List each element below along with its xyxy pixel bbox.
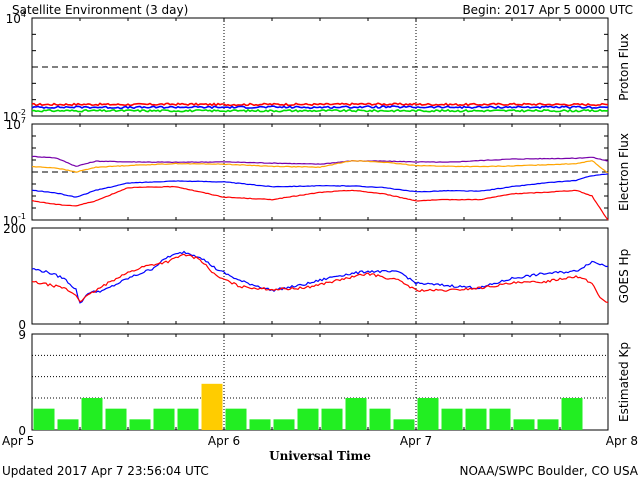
series-line-2 [31, 104, 608, 110]
credit-text: NOAA/SWPC Boulder, CO USA [460, 464, 639, 478]
y-axis-label: Estimated Kp [617, 342, 631, 422]
y-tick-label: 0 [18, 424, 26, 438]
kp-bar [465, 408, 487, 430]
kp-bar [489, 408, 511, 430]
y-tick-label: 104 [6, 10, 26, 26]
kp-bar [441, 408, 463, 430]
y-axis-label: GOES Hp [617, 249, 631, 303]
x-axis-title: Universal Time [269, 449, 371, 463]
x-axis: Apr 5 Apr 6 Apr 7 Apr 8 [2, 434, 638, 448]
y-tick-label: 9 [18, 328, 26, 342]
x-tick-label: Apr 8 [606, 434, 638, 448]
kp-bar [393, 419, 415, 430]
series-line-3 [31, 173, 609, 198]
kp-bar [297, 408, 319, 430]
x-tick-label: Apr 5 [2, 434, 34, 448]
y-axis-label: Proton Flux [617, 33, 631, 100]
estimated-kp-panel: 9 0 Estimated Kp [18, 328, 631, 438]
chart-title: Satellite Environment (3 day) [12, 3, 188, 17]
series-line-2 [31, 160, 609, 174]
panel-frame [31, 17, 609, 117]
kp-bar [513, 419, 535, 430]
series-line-1 [31, 155, 609, 167]
begin-time: Begin: 2017 Apr 5 0000 UTC [462, 3, 633, 17]
y-axis-label: Electron Flux [617, 133, 631, 211]
y-tick-label: 10-1 [3, 212, 26, 228]
kp-bar [129, 419, 151, 430]
kp-bar [321, 408, 343, 430]
kp-bar [537, 419, 559, 430]
kp-bar [273, 419, 295, 430]
kp-bar [345, 398, 367, 430]
kp-bar [417, 398, 439, 430]
kp-bar [177, 408, 199, 430]
kp-bar [249, 419, 271, 430]
kp-bar [561, 398, 583, 430]
proton-flux-panel: 104 10-2 Proton Flux [3, 10, 631, 124]
series-line-1 [31, 102, 609, 107]
panel-frame [31, 123, 609, 221]
kp-bar [105, 408, 127, 430]
series-line-1 [31, 250, 609, 304]
y-tick-label: 0 [18, 318, 26, 332]
kp-bar [33, 408, 55, 430]
y-tick-label: 107 [6, 116, 26, 132]
x-tick-label: Apr 7 [400, 434, 432, 448]
series-line-3 [31, 108, 609, 113]
kp-bar [225, 408, 247, 430]
kp-bar [57, 419, 79, 430]
electron-flux-panel: 107 10-1 Electron Flux [3, 116, 631, 228]
kp-bar [81, 398, 103, 430]
y-tick-label: 200 [3, 222, 26, 236]
series-line-2 [31, 253, 609, 303]
kp-bar [153, 408, 175, 430]
series-line-4 [31, 185, 609, 221]
kp-bar [201, 383, 223, 430]
goes-hp-panel: 200 0 GOES Hp [3, 222, 631, 332]
y-tick-label: 10-2 [3, 108, 26, 124]
x-tick-label: Apr 6 [208, 434, 240, 448]
updated-time: Updated 2017 Apr 7 23:56:04 UTC [2, 464, 209, 478]
kp-bar [369, 408, 391, 430]
panel-frame [31, 227, 609, 325]
